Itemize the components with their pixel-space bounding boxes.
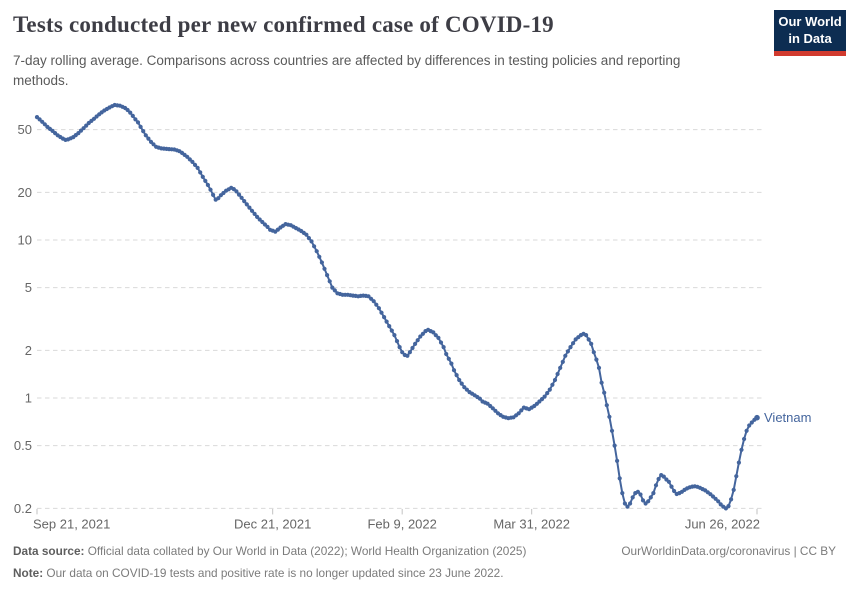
y-axis-tick-label: 5 xyxy=(25,280,32,295)
data-source-label: Data source: xyxy=(13,544,85,558)
x-axis-tick-label: Feb 9, 2022 xyxy=(367,516,436,531)
y-axis-tick-label: 10 xyxy=(18,233,32,248)
x-axis-tick-label: Jun 26, 2022 xyxy=(685,516,760,531)
y-axis-tick-label: 50 xyxy=(18,122,32,137)
chart-subtitle: 7-day rolling average. Comparisons acros… xyxy=(13,53,681,88)
note-text: Our data on COVID-19 tests and positive … xyxy=(43,565,504,580)
data-source-line: Data source: Official data collated by O… xyxy=(13,541,836,563)
owid-logo[interactable]: Our World in Data xyxy=(774,10,846,56)
y-axis-tick-label: 1 xyxy=(25,391,32,406)
page-title: Tests conducted per new confirmed case o… xyxy=(13,12,554,37)
data-source-text: Official data collated by Our World in D… xyxy=(84,544,527,558)
series-end-dot xyxy=(754,414,760,421)
note-line: Note: Our data on COVID-19 tests and pos… xyxy=(13,563,836,585)
vietnam-series-label[interactable]: Vietnam xyxy=(764,410,811,425)
logo-line1: Our World xyxy=(778,14,842,29)
y-axis-tick-label: 0.5 xyxy=(14,438,32,453)
y-axis-tick-label: 20 xyxy=(18,185,32,200)
chart-footer: Data source: Official data collated by O… xyxy=(13,541,836,585)
vietnam-line[interactable] xyxy=(34,102,760,511)
license-link[interactable]: OurWorldinData.org/coronavirus | CC BY xyxy=(621,544,836,558)
y-axis-tick-label: 2 xyxy=(25,343,32,358)
note-label: Note: xyxy=(13,565,44,580)
logo-line2: in Data xyxy=(788,30,832,46)
x-axis-tick-label: Sep 21, 2021 xyxy=(33,516,110,531)
x-axis-tick-label: Mar 31, 2022 xyxy=(493,516,570,531)
y-axis-tick-label: 0.2 xyxy=(14,501,32,516)
x-axis-tick-label: Dec 21, 2021 xyxy=(234,516,311,531)
